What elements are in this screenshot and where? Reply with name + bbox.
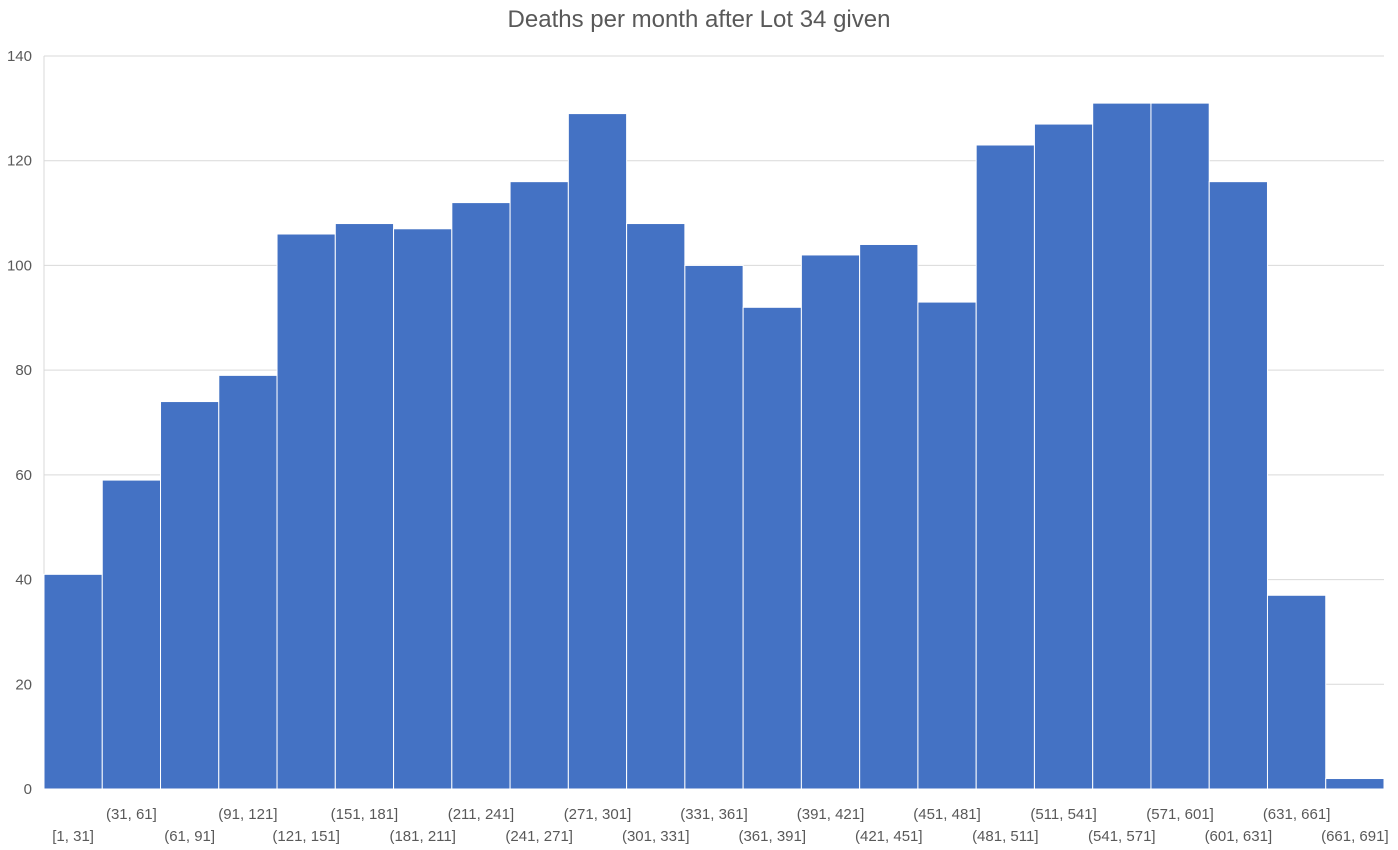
x-tick-label: (271, 301] — [564, 806, 632, 823]
bar — [626, 223, 686, 790]
x-tick-label: (151, 181] — [331, 806, 399, 823]
bar — [1150, 102, 1210, 790]
x-tick-label: (391, 421] — [797, 806, 865, 823]
y-tick-label: 80 — [15, 362, 32, 379]
bar — [1092, 102, 1152, 790]
x-tick-label: (121, 151] — [272, 828, 340, 845]
bar — [1033, 123, 1094, 790]
y-tick-label: 100 — [7, 257, 32, 274]
bar — [859, 243, 919, 790]
x-tick-label: (481, 511] — [972, 828, 1038, 845]
bar — [917, 301, 977, 790]
bars — [43, 102, 1385, 790]
bar — [509, 181, 569, 790]
bar — [684, 264, 744, 790]
y-tick-label: 60 — [15, 467, 32, 484]
bar — [975, 144, 1035, 790]
y-tick-label: 120 — [7, 153, 32, 170]
x-tick-label: (61, 91] — [164, 828, 215, 845]
x-tick-label: (541, 571] — [1088, 828, 1156, 845]
x-tick-label: (601, 631] — [1205, 828, 1273, 845]
y-tick-label: 140 — [7, 48, 32, 65]
bar — [742, 306, 802, 790]
bar — [800, 254, 861, 790]
y-tick-label: 40 — [15, 572, 32, 589]
bar — [101, 479, 162, 790]
bar — [160, 401, 220, 790]
x-tick-label: (511, 541] — [1030, 806, 1096, 823]
y-axis-ticks: 0 20 40 60 80 100 120 140 — [7, 48, 32, 798]
x-tick-label: (31, 61] — [106, 806, 157, 823]
bar — [567, 113, 628, 790]
x-tick-label: (421, 451] — [855, 828, 923, 845]
bar — [334, 223, 395, 790]
x-tick-label: (661, 691] — [1321, 828, 1389, 845]
x-tick-label: (301, 331] — [622, 828, 690, 845]
bar — [451, 202, 511, 790]
x-tick-label: (181, 211] — [389, 828, 455, 845]
y-tick-label: 20 — [15, 676, 32, 693]
x-tick-label: (211, 241] — [448, 806, 514, 823]
x-tick-label: (451, 481] — [913, 806, 981, 823]
bar — [1208, 181, 1268, 790]
bar — [43, 573, 103, 790]
x-axis-ticks: [1, 31] (31, 61] (61, 91](91, 121] (121, 15… — [52, 806, 1388, 845]
x-tick-label: (361, 391] — [738, 828, 806, 845]
x-tick-label: (571, 601] — [1146, 806, 1214, 823]
bar — [218, 374, 278, 790]
bar — [1325, 778, 1385, 790]
bar — [393, 228, 453, 790]
x-tick-label: (631, 661] — [1263, 806, 1331, 823]
bar — [1266, 594, 1327, 790]
x-tick-label: (91, 121] — [218, 806, 277, 823]
chart-title: Deaths per month after Lot 34 given — [507, 6, 891, 33]
y-tick-label: 0 — [24, 781, 32, 798]
x-tick-label: [1, 31] — [52, 828, 94, 845]
bar — [276, 233, 336, 790]
x-tick-label: (331, 361] — [680, 806, 748, 823]
x-tick-label: (241, 271] — [505, 828, 573, 845]
